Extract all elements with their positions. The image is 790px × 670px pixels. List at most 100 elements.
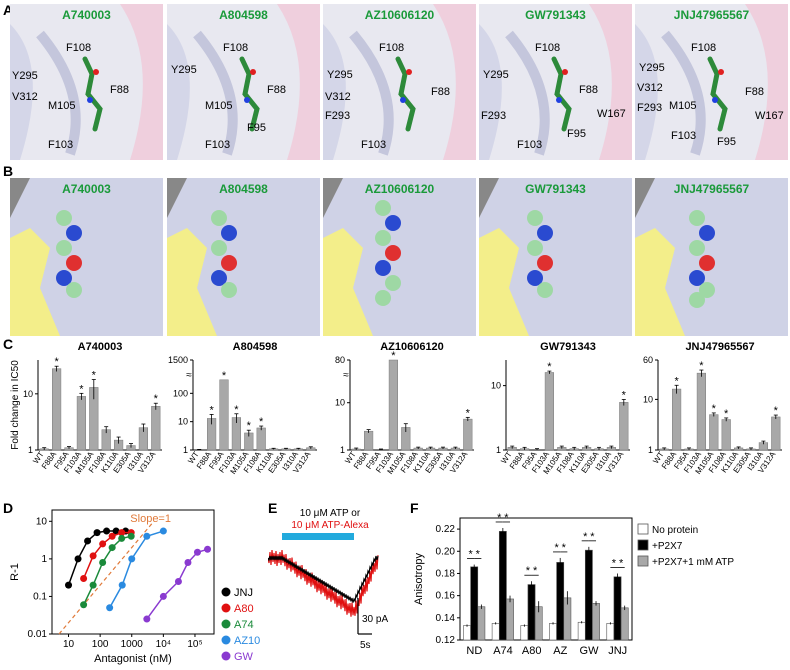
y-tick-label: 10	[335, 398, 345, 408]
x-tick-label: ND	[466, 645, 482, 657]
x-tick-label: GW	[580, 645, 600, 657]
atp-application-bar	[282, 533, 354, 540]
x-tick-label: A80	[522, 645, 542, 657]
y-axis-label: Fold change in IC50	[10, 360, 21, 450]
residue-label: Y295	[483, 69, 509, 81]
bar	[613, 576, 622, 641]
x-tick-label: 10⁵	[187, 639, 202, 650]
helix-shape	[479, 24, 502, 160]
ligand-atom-sphere	[375, 200, 391, 216]
nitrogen-atom	[244, 97, 250, 103]
chart-c-gw791343: GW791343110WTF88AF95A*F103AM105AF108AK11…	[491, 341, 630, 476]
x-tick-label: 100	[92, 639, 109, 650]
ligand-atom-sphere	[699, 255, 715, 271]
bar	[491, 623, 500, 641]
significance-star: *	[234, 404, 239, 416]
significance-star: *	[476, 549, 481, 561]
ligand-stick	[395, 56, 416, 132]
structure-cartoon	[323, 4, 476, 160]
y-tick-label: 10	[23, 389, 33, 399]
loop-shape	[505, 30, 550, 156]
ligand-atom-sphere	[537, 282, 553, 298]
beta-sheet-shape	[433, 4, 476, 160]
surface-view	[479, 178, 632, 336]
gap-shape	[323, 178, 343, 218]
data-point	[89, 581, 97, 589]
ligand-atom-sphere	[537, 225, 553, 241]
structure-panel: AZ10606120 F108 Y295 V312 F293 F88 F103	[323, 4, 476, 160]
significance-star: *	[724, 408, 729, 420]
significance-star: *	[468, 549, 473, 561]
residue-label: M105	[205, 100, 233, 112]
nitrogen-atom	[87, 97, 93, 103]
structure-panel: A740003 F108 Y295 V312 M105 F88 F103	[10, 4, 163, 160]
ligand-atom-sphere	[375, 260, 391, 276]
bar	[709, 414, 719, 451]
chart-title: A804598	[233, 341, 278, 353]
bar	[477, 606, 486, 641]
helix-shape	[635, 24, 658, 160]
panel-letter-d: D	[3, 500, 14, 516]
helix-shape	[167, 24, 190, 160]
bar	[76, 396, 86, 451]
x-tick-label: JNJ	[608, 645, 627, 657]
structure-panel: A804598 F108 Y295 M105 F88 F95 F103	[167, 4, 320, 160]
legend-marker	[221, 635, 231, 645]
bar	[520, 625, 529, 641]
ligand-name: A740003	[62, 182, 111, 196]
significance-star: *	[674, 375, 679, 387]
nitrogen-atom	[556, 97, 562, 103]
data-point	[127, 532, 135, 540]
residue-label: F95	[567, 128, 586, 140]
residue-label: Y295	[327, 69, 353, 81]
ligand-name: GW791343	[525, 8, 586, 22]
data-point	[159, 527, 167, 535]
residue-label: F88	[110, 84, 129, 96]
ligand-name: AZ10606120	[364, 182, 435, 196]
y-tick-label: 1	[340, 445, 345, 455]
significance-star: *	[247, 420, 252, 432]
ligand-stick	[707, 56, 728, 132]
significance-star: *	[612, 557, 617, 569]
significance-star: *	[562, 542, 567, 554]
significance-star: *	[554, 542, 559, 554]
data-point	[106, 604, 114, 612]
chart-title: GW791343	[540, 341, 596, 353]
significance-star: *	[504, 512, 509, 524]
significance-star: *	[79, 383, 84, 395]
bar	[584, 549, 593, 641]
panel-letter-e: E	[268, 500, 278, 516]
structure-cartoon	[635, 4, 788, 160]
surface-panel: A804598	[167, 178, 320, 336]
legend-label: +P2X7+1 mM ATP	[652, 557, 734, 568]
residue-label: V312	[325, 91, 351, 103]
x-axis-label: Antagonist (nM)	[94, 653, 172, 665]
data-point	[108, 532, 116, 540]
ligand-atom-sphere	[221, 282, 237, 298]
x-tick-label: AZ	[553, 645, 567, 657]
bar	[364, 430, 374, 451]
bar	[592, 603, 600, 641]
legend-label: A80	[234, 603, 254, 615]
ligand-atom-sphere	[689, 270, 705, 286]
chart-c-jnj47965567: JNJ4796556711060WT*F88AF95A*F103A*M105A*…	[643, 341, 782, 476]
bar	[672, 388, 682, 451]
significance-star: *	[547, 361, 552, 373]
oxygen-atom	[562, 69, 568, 75]
residue-label: F103	[517, 139, 543, 151]
significance-star: *	[590, 531, 595, 543]
significance-star: *	[154, 393, 159, 405]
y-tick-label: 80	[335, 355, 345, 365]
significance-star: *	[774, 405, 779, 417]
bar	[151, 406, 161, 451]
beta-sheet-shape	[745, 4, 788, 160]
plot-frame	[51, 509, 215, 635]
axis-break-mark: ≈	[186, 370, 192, 381]
residue-label: F95	[247, 122, 266, 134]
legend-label: JNJ	[234, 587, 253, 599]
ligand-atom-sphere	[527, 210, 543, 226]
residue-label: F103	[671, 130, 697, 142]
residue-label: V312	[12, 91, 38, 103]
